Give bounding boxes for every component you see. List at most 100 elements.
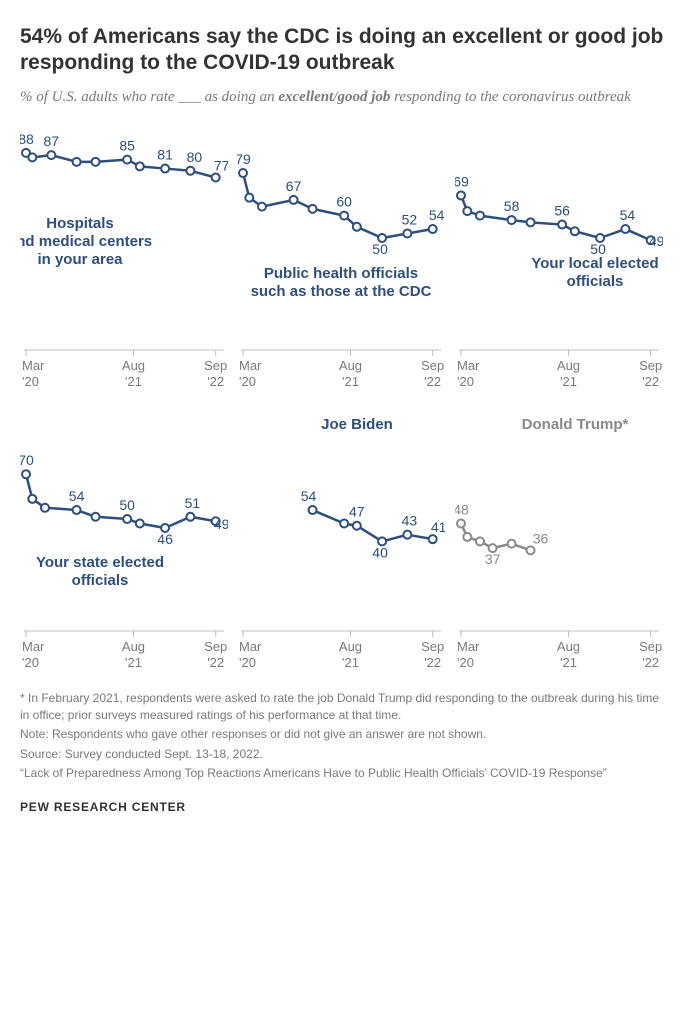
data-marker	[28, 153, 36, 161]
footnote-source: Source: Survey conducted Sept. 13-18, 20…	[20, 746, 664, 763]
x-tick-label-bottom: '20	[22, 655, 39, 670]
data-marker	[429, 225, 437, 233]
data-marker	[212, 173, 220, 181]
data-marker	[309, 506, 317, 514]
x-tick-label-bottom: '22	[425, 655, 442, 670]
x-tick-label-bottom: '21	[342, 374, 359, 389]
data-marker	[28, 494, 36, 502]
data-value-label: 49	[649, 233, 663, 249]
brand: PEW RESEARCH CENTER	[20, 800, 664, 814]
data-value-label: 69	[455, 173, 469, 189]
data-marker	[92, 157, 100, 165]
chart-panel: Mar'20Aug'21Sep'225447404341Joe Biden	[237, 399, 446, 676]
data-marker	[404, 229, 412, 237]
x-tick-label-top: Aug	[557, 639, 580, 654]
data-value-label: 54	[619, 207, 635, 223]
x-tick-label-bottom: '21	[125, 655, 142, 670]
x-tick-label-bottom: '20	[457, 655, 474, 670]
data-marker	[457, 191, 465, 199]
x-tick-label-top: Mar	[457, 639, 480, 654]
x-tick-label-top: Mar	[239, 639, 262, 654]
chart-panel: Mar'20Aug'21Sep'22888785818077Hospitalsa…	[20, 118, 229, 395]
data-marker	[340, 211, 348, 219]
x-tick-label-bottom: '22	[642, 374, 659, 389]
data-value-label: 41	[431, 519, 445, 535]
data-marker	[621, 225, 629, 233]
x-tick-label-bottom: '20	[239, 374, 256, 389]
page-title: 54% of Americans say the CDC is doing an…	[20, 24, 664, 77]
x-tick-label-bottom: '21	[125, 374, 142, 389]
chart-svg: Mar'20Aug'21Sep'225447404341Joe Biden	[237, 399, 445, 671]
subtitle: % of U.S. adults who rate ___ as doing a…	[20, 87, 664, 108]
data-marker	[47, 151, 55, 159]
panel-label: Your local electedofficials	[531, 255, 658, 290]
data-marker	[186, 166, 194, 174]
data-value-label: 52	[402, 211, 418, 227]
data-marker	[22, 470, 30, 478]
data-value-label: 46	[157, 530, 173, 546]
subtitle-post: responding to the coronavirus outbreak	[390, 89, 630, 105]
data-value-label: 50	[373, 241, 389, 257]
x-tick-label-bottom: '21	[342, 655, 359, 670]
data-value-label: 54	[429, 207, 445, 223]
data-value-label: 36	[532, 530, 548, 546]
panel-label: Joe Biden	[321, 416, 393, 433]
chart-panel: Mar'20Aug'21Sep'22705450465149Your state…	[20, 399, 229, 676]
data-value-label: 43	[402, 512, 418, 528]
x-tick-label-top: Mar	[22, 639, 45, 654]
data-value-label: 47	[349, 503, 365, 519]
data-marker	[309, 204, 317, 212]
data-marker	[41, 503, 49, 511]
data-marker	[353, 222, 361, 230]
data-value-label: 54	[69, 488, 85, 504]
x-tick-label-top: Sep	[639, 639, 662, 654]
chart-svg: Mar'20Aug'21Sep'22705450465149Your state…	[20, 399, 228, 671]
chart-svg: Mar'20Aug'21Sep'22888785818077Hospitalsa…	[20, 118, 228, 390]
data-value-label: 85	[119, 137, 135, 153]
data-marker	[136, 519, 144, 527]
data-marker	[507, 216, 515, 224]
data-marker	[353, 521, 361, 529]
data-marker	[429, 535, 437, 543]
data-value-label: 67	[286, 177, 302, 193]
data-marker	[340, 519, 348, 527]
x-tick-label-top: Aug	[122, 358, 145, 373]
x-tick-label-top: Aug	[122, 639, 145, 654]
chart-panel: Mar'20Aug'21Sep'22483736Donald Trump*	[455, 399, 664, 676]
data-value-label: 48	[455, 501, 469, 517]
data-marker	[507, 539, 515, 547]
x-tick-label-bottom: '21	[560, 374, 577, 389]
x-tick-label-bottom: '20	[22, 374, 39, 389]
data-marker	[558, 220, 566, 228]
data-value-label: 56	[554, 202, 570, 218]
data-marker	[463, 532, 471, 540]
data-value-label: 50	[119, 497, 135, 513]
data-value-label: 40	[373, 544, 389, 560]
x-tick-label-bottom: '20	[239, 655, 256, 670]
x-tick-label-top: Sep	[421, 639, 444, 654]
data-value-label: 70	[20, 452, 34, 468]
data-marker	[92, 512, 100, 520]
x-tick-label-bottom: '22	[207, 655, 224, 670]
chart-svg: Mar'20Aug'21Sep'22796760505254Public hea…	[237, 118, 445, 390]
x-tick-label-top: Mar	[457, 358, 480, 373]
x-tick-label-top: Aug	[557, 358, 580, 373]
x-tick-label-top: Aug	[339, 358, 362, 373]
data-value-label: 37	[484, 551, 500, 567]
data-marker	[290, 195, 298, 203]
footnote-note: Note: Respondents who gave other respons…	[20, 726, 664, 743]
chart-svg: Mar'20Aug'21Sep'22483736Donald Trump*	[455, 399, 663, 671]
data-marker	[457, 519, 465, 527]
x-tick-label-bottom: '22	[425, 374, 442, 389]
data-marker	[136, 162, 144, 170]
data-value-label: 54	[301, 488, 317, 504]
chart-svg: Mar'20Aug'21Sep'22695856505449Your local…	[455, 118, 663, 390]
data-marker	[73, 506, 81, 514]
data-value-label: 87	[44, 133, 60, 149]
data-marker	[123, 155, 131, 163]
footnotes: * In February 2021, respondents were ask…	[20, 690, 664, 783]
subtitle-bold: excellent/good job	[278, 89, 390, 105]
data-marker	[526, 218, 534, 226]
charts-grid: Mar'20Aug'21Sep'22888785818077Hospitalsa…	[20, 118, 664, 676]
x-tick-label-bottom: '21	[560, 655, 577, 670]
